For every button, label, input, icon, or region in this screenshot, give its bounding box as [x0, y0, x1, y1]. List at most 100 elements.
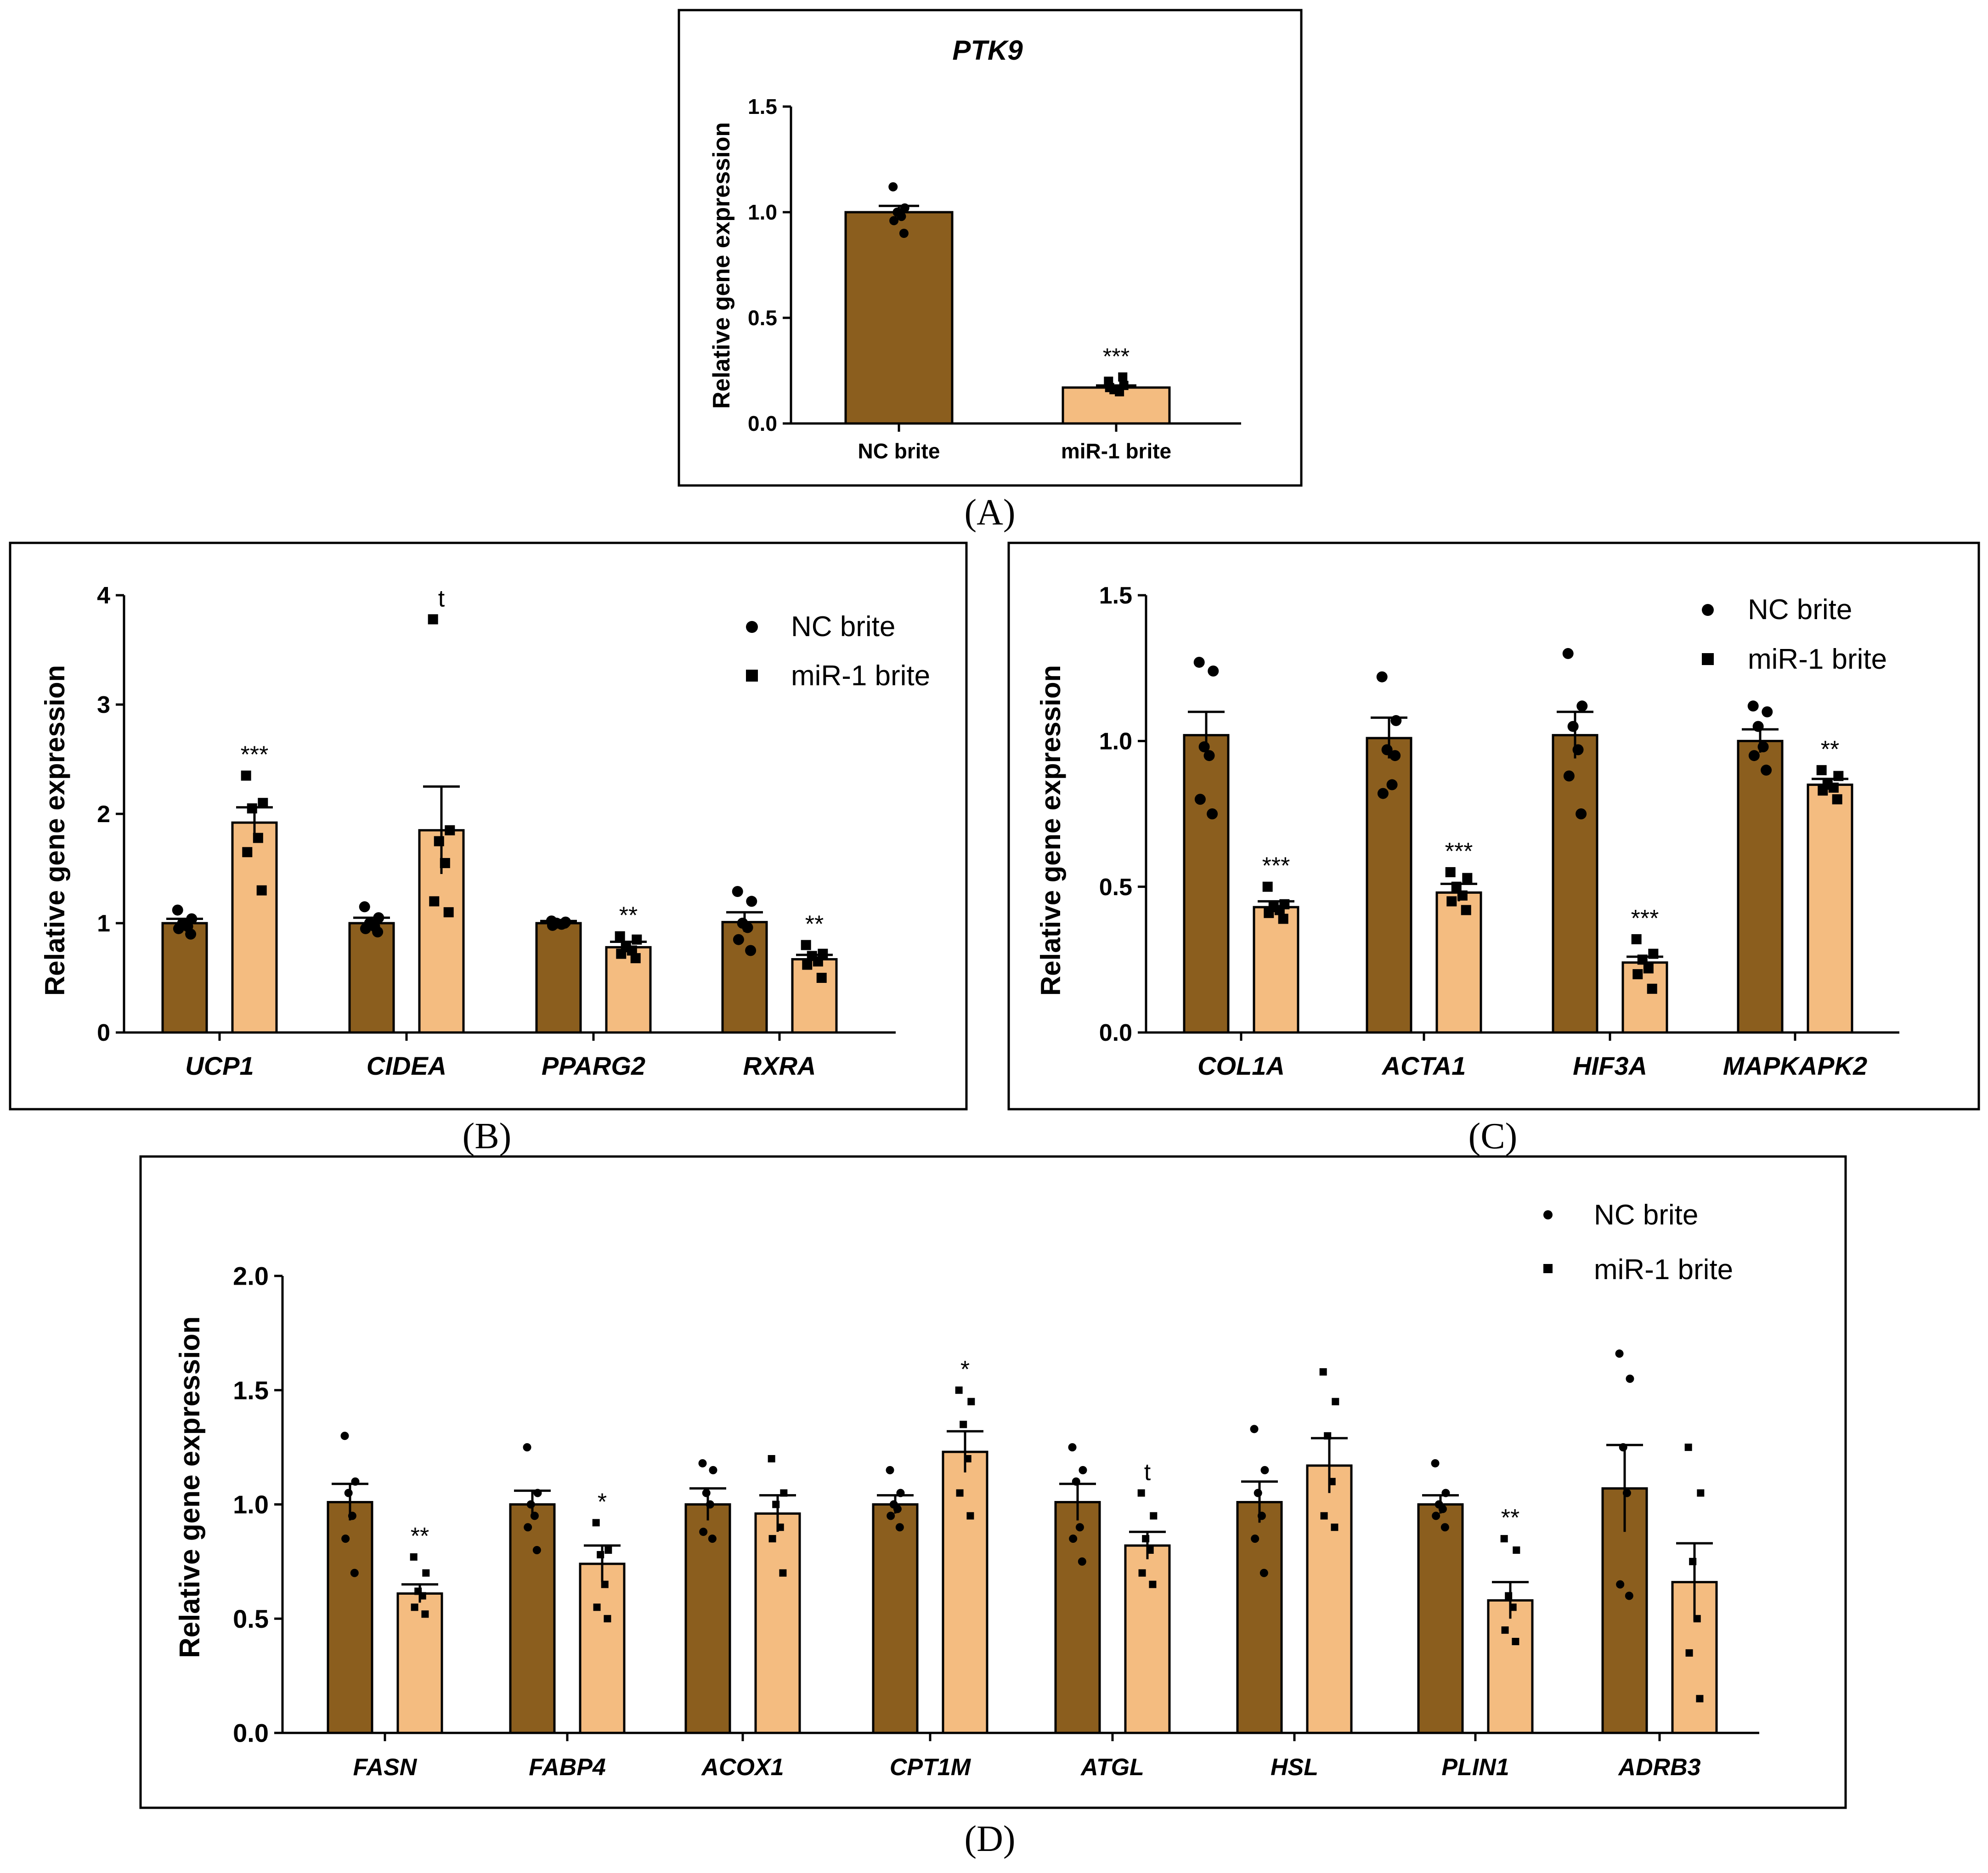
mir1-brite-data-point: [242, 847, 253, 858]
panel-a-title: PTK9: [952, 35, 1023, 66]
mir1-brite-data-point: [428, 614, 438, 625]
mir1-brite-data-point: [1828, 782, 1839, 793]
nc-brite-data-point: [893, 1505, 902, 1513]
mir1-brite-data-point: [443, 907, 454, 918]
panel-c-chart: Relative gene expression 0.0 0.5 1.0 1.5 COL…: [1035, 582, 1899, 1080]
mir1-brite-data-point: [615, 931, 625, 942]
nc-brite-bar: [348, 922, 395, 1034]
nc-brite-data-point: [372, 926, 384, 938]
significance-label: *: [598, 1489, 607, 1515]
nc-brite-data-point: [173, 923, 184, 934]
mir1-brite-data-point: [1451, 881, 1462, 892]
mir1-brite-bar: [1435, 891, 1482, 1034]
panel-d-legend: NC brite miR-1 brite: [1543, 1199, 1733, 1286]
legend-mir-marker: [1702, 653, 1714, 665]
nc-brite-data-point: [341, 1535, 350, 1543]
panel-d-frame: [139, 1155, 1847, 1809]
legend-nc-label: NC brite: [1594, 1199, 1698, 1231]
mir1-brite-data-point: [1264, 908, 1274, 918]
x-category-label: ACTA1: [1381, 1051, 1466, 1080]
mir1-brite-data-point: [802, 959, 813, 970]
nc-brite-data-point: [1207, 808, 1218, 819]
nc-brite-data-point: [1069, 1535, 1078, 1543]
panel-a-chart: PTK9 Relative gene expression 0.0 0.5 1.0 1…: [708, 35, 1241, 463]
mir1-brite-data-point: [630, 953, 641, 964]
nc-brite-data-point: [895, 1523, 904, 1532]
nc-brite-data-point: [702, 1489, 711, 1497]
mir1-brite-data-point: [1509, 1603, 1517, 1611]
mir1-brite-bar: [942, 1450, 988, 1734]
nc-brite-data-point: [1572, 744, 1584, 756]
x-category-label: CIDEA: [367, 1051, 446, 1080]
significance-label: ***: [1262, 853, 1290, 880]
x-category-label: ACOX1: [700, 1754, 784, 1781]
mir1-brite-data-point: [1150, 1512, 1158, 1520]
nc-brite-data-point: [709, 1466, 717, 1474]
mir1-brite-data-point: [256, 885, 267, 896]
mir1-brite-data-point: [1149, 1580, 1157, 1588]
panel-a-frame: [678, 9, 1303, 487]
nc-brite-bar: [721, 921, 768, 1034]
nc-brite-data-point: [526, 1500, 535, 1509]
nc-brite-data-point: [1208, 666, 1219, 677]
mir1-brite-bar: [1124, 1544, 1171, 1734]
nc-brite-data-point: [1440, 1523, 1449, 1532]
mir1-brite-data-point: [1684, 1444, 1692, 1451]
nc-brite-data-point: [1576, 808, 1587, 819]
mir1-brite-data-point: [1833, 771, 1844, 781]
y-tick-label: 0.0: [748, 412, 777, 435]
nc-brite-data-point: [1563, 770, 1575, 782]
significance-label: **: [1821, 736, 1839, 763]
nc-brite-data-point: [351, 1477, 360, 1486]
nc-brite-data-point: [532, 1546, 541, 1554]
x-category-label: PPARG2: [542, 1051, 645, 1080]
nc-brite-data-point: [350, 1568, 359, 1577]
nc-brite-data-point: [1376, 671, 1388, 683]
mir1-brite-data-point: [1445, 867, 1456, 877]
nc-brite-data-point: [900, 203, 909, 213]
legend-nc-marker: [1543, 1210, 1553, 1219]
mir1-brite-data-point: [1461, 905, 1471, 915]
significance-label: t: [1144, 1459, 1151, 1486]
x-category-label: FASN: [353, 1754, 418, 1781]
mir1-brite-data-point: [955, 1386, 963, 1394]
y-tick-label: 0: [97, 1020, 110, 1046]
panel-a-y-axis-title: Relative gene expression: [708, 122, 735, 409]
y-tick-label: 0.5: [1099, 874, 1132, 901]
x-category-label: PLIN1: [1441, 1754, 1509, 1781]
x-category-label: ATGL: [1080, 1754, 1144, 1781]
y-tick-label: 1.0: [1099, 728, 1132, 755]
nc-brite-data-point: [1432, 1512, 1440, 1520]
nc-brite-data-point: [185, 928, 197, 940]
significance-label: t: [438, 585, 445, 612]
nc-brite-data-point: [344, 1489, 353, 1497]
mir1-brite-data-point: [258, 798, 268, 808]
nc-brite-data-point: [706, 1500, 714, 1509]
mir1-brite-data-point: [422, 1569, 430, 1577]
nc-brite-data-point: [547, 920, 558, 931]
mir1-brite-data-point: [429, 896, 440, 907]
significance-label: ***: [241, 742, 269, 768]
nc-brite-data-point: [1078, 1557, 1086, 1566]
nc-brite-data-point: [1747, 700, 1759, 712]
mir1-brite-data-point: [1115, 387, 1124, 396]
nc-brite-data-point: [1381, 744, 1393, 756]
nc-brite-data-point: [523, 1443, 531, 1452]
mir1-brite-data-point: [434, 836, 444, 846]
mir1-brite-data-point: [1332, 1398, 1339, 1405]
nc-brite-bar: [1183, 734, 1230, 1034]
mir1-brite-data-point: [418, 1592, 426, 1600]
mir1-brite-data-point: [627, 945, 637, 956]
mir1-brite-data-point: [616, 948, 627, 959]
legend-nc-marker: [1702, 604, 1714, 616]
nc-brite-data-point: [896, 1489, 905, 1497]
mir1-brite-data-point: [1512, 1638, 1519, 1645]
nc-brite-data-point: [373, 912, 384, 924]
y-tick-label: 1.5: [233, 1376, 269, 1405]
mir1-brite-data-point: [1647, 983, 1657, 994]
panel-a-letter: (A): [964, 492, 1015, 533]
mir1-brite-data-point: [247, 803, 257, 814]
nc-brite-data-point: [1616, 1580, 1625, 1589]
x-category-label: RXRA: [743, 1051, 816, 1080]
mir1-brite-data-point: [445, 825, 455, 835]
